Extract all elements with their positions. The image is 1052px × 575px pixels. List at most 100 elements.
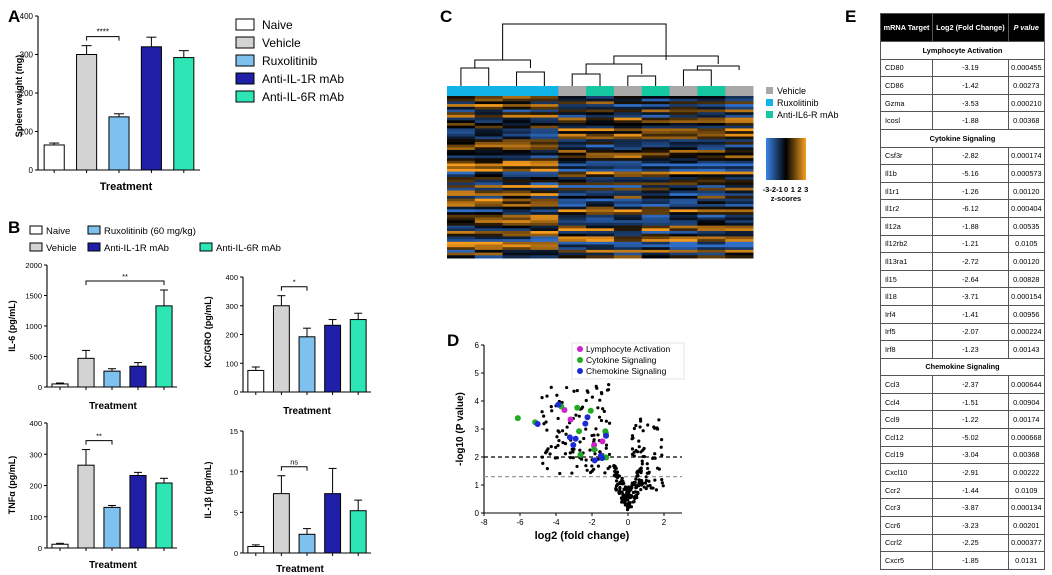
heatmap-cell [669,241,698,245]
heatmap-cell [447,141,476,146]
heatmap-cell [725,206,754,210]
gene-target: CD86 [879,76,934,95]
heatmap-cell [641,222,671,227]
heatmap-cell [725,190,754,194]
log2-fold-change: -1.26 [932,181,1009,201]
gene-point [614,488,618,492]
heatmap-cell [530,128,559,132]
header-log2-fold-change: Log2 (Fold Change) [932,13,1009,42]
heatmap-cell [641,182,671,186]
bar-ruxolitinib-60-mg-kg- [298,533,316,554]
heatmap-cell [447,168,476,173]
heatmap-cell [669,150,698,154]
legend-swatch [235,90,255,103]
heatmap-cell [558,133,587,137]
heatmap-cell [613,163,643,167]
gene-point [578,440,582,444]
gene-point [629,505,634,509]
gene-row: CD86 -1.42 0.00273 [879,76,1046,95]
bar-ruxolitinib [108,116,130,171]
heatmap-cell [641,239,671,243]
chart-a-plot: 0 100 200 300 400 **** [20,12,200,175]
heatmap-cell [586,155,615,159]
heatmap-cell [613,160,643,164]
heatmap-cell [502,147,531,151]
heatmap-legend-swatch [766,111,773,118]
legend-label: Naive [46,226,70,237]
heatmap-cell [474,109,504,113]
heatmap-cell [613,244,643,248]
heatmap-cell [586,152,615,156]
heatmap-cell [586,168,615,173]
heatmap-cell [641,106,671,110]
gene-point [590,433,594,438]
heatmap-cell [725,98,754,102]
chart-b2-xlabel: Treatment [283,406,331,417]
heatmap-cell [502,185,531,189]
heatmap-cell [669,128,698,132]
gene-point [636,491,640,495]
gene-point [599,418,604,423]
heatmap-cell [558,247,587,251]
gene-point [618,481,623,486]
gene-point [565,385,569,390]
gene-target: Csf3r [879,146,934,166]
heatmap-cell [530,195,559,200]
heatmap-cell [586,187,615,191]
heatmap-cell [502,190,531,194]
heatmap-cell [558,106,587,110]
heatmap-cell [586,239,615,243]
heatmap-cell [669,158,698,162]
gene-point [637,478,641,482]
gene-point [545,428,549,432]
heatmap-cell [530,141,559,146]
heatmap-cell [586,228,615,232]
colorbar-tick: 3 [804,185,808,194]
legend-marker [577,346,583,352]
heatmap-cell [502,209,531,213]
heatmap-cell [697,206,726,210]
heatmap-cell [474,106,504,110]
heatmap-cell [725,104,754,108]
heatmap-cell [641,133,671,137]
heatmap-cell [697,228,726,232]
gene-point [623,501,627,505]
chart-b2-plot: 0 100 200 300 400 * [225,273,371,397]
heatmap-cell [641,179,671,183]
heatmap-cell [613,249,643,254]
heatmap-cell [474,117,504,121]
chart-b3-plot: 0 100 200 300 400 ** [29,419,177,553]
gene-point [544,420,548,424]
heatmap-cell [697,155,726,159]
heatmap-cell [474,128,504,132]
heatmap-cell [502,236,531,240]
bar-ruxolitinib-60-mg-kg- [298,336,316,393]
heatmap-cell [502,114,531,119]
colorbar-tick: -3 [763,185,770,194]
heatmap-cell [558,139,587,143]
gene-point [634,423,638,428]
heatmap-cell [613,96,643,100]
gene-point [580,405,585,409]
gene-point [556,443,560,448]
y-tick-label: 0 [475,509,480,518]
heatmap-cell [474,214,504,218]
heatmap-cell [613,141,643,146]
heatmap-cell [669,101,698,105]
p-value: 0.000455 [1007,58,1046,78]
x-tick-label: -6 [516,518,524,527]
heatmap-cell [558,98,587,102]
log2-fold-change: -2.82 [932,146,1009,166]
p-value: 0.000224 [1007,322,1046,342]
heatmap-cell [613,106,643,110]
p-value: 0.00174 [1007,410,1046,430]
y-tick-label: 400 [20,12,34,21]
gene-point [592,438,596,442]
chart-b2-ylabel: KC/GRO (pg/mL) [203,296,213,368]
heatmap-column-group [447,86,476,96]
significance-label: **** [97,28,109,37]
heatmap-cell [613,171,643,175]
heatmap-cell [613,212,643,216]
heatmap-cell [474,101,504,105]
y-tick-label: 0 [29,166,34,175]
